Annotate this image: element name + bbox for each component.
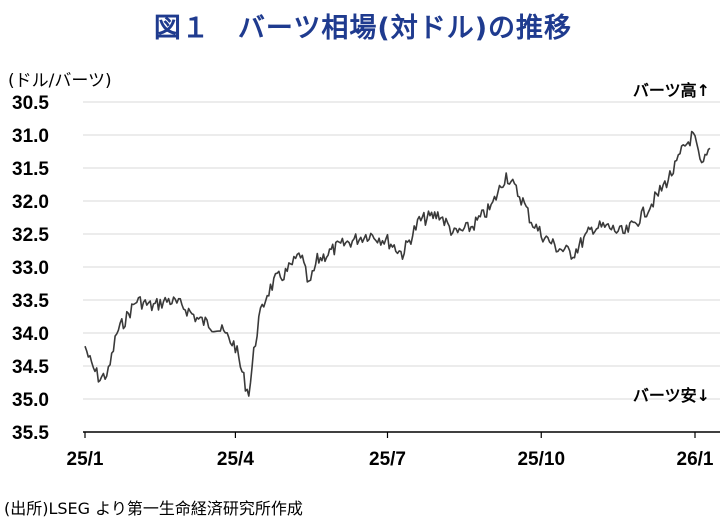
y-tick-label: 34.5 (12, 357, 49, 378)
annotation-baht-weak: バーツ安↓ (633, 386, 710, 405)
y-tick-label: 34.0 (12, 324, 49, 345)
gridlines (83, 101, 720, 433)
x-tick-label: 25/1 (67, 449, 104, 470)
y-tick-labels: 30.5 31.0 31.5 32.0 32.5 33.0 33.5 34.0 34.5 35.0… (12, 93, 49, 444)
y-tick-label: 33.0 (12, 258, 49, 279)
y-tick-label: 33.5 (12, 291, 49, 312)
y-tick-label: 32.0 (12, 192, 49, 213)
series-line (84, 130, 711, 397)
y-tick-label: 31.5 (12, 159, 49, 180)
x-tick-label: 26/1 (677, 449, 714, 470)
chart-title: 図１ バーツ相場(対ドル)の推移 (153, 13, 573, 44)
unit-label: (ドル/バーツ) (8, 71, 112, 91)
y-tick-label: 35.0 (12, 390, 49, 411)
y-tick-label: 35.5 (12, 423, 49, 444)
x-tick-labels: 25/1 25/4 25/7 25/10 26/1 (67, 432, 714, 470)
source-note: (出所)LSEG より第一生命経済研究所作成 (4, 499, 303, 518)
y-tick-label: 32.5 (12, 225, 49, 246)
x-tick-label: 25/10 (517, 449, 565, 470)
annotation-baht-strong: バーツ高↑ (633, 81, 710, 100)
x-tick-label: 25/7 (369, 449, 406, 470)
x-tick-label: 25/4 (217, 449, 254, 470)
y-tick-label: 30.5 (12, 93, 49, 114)
y-tick-label: 31.0 (12, 126, 49, 147)
